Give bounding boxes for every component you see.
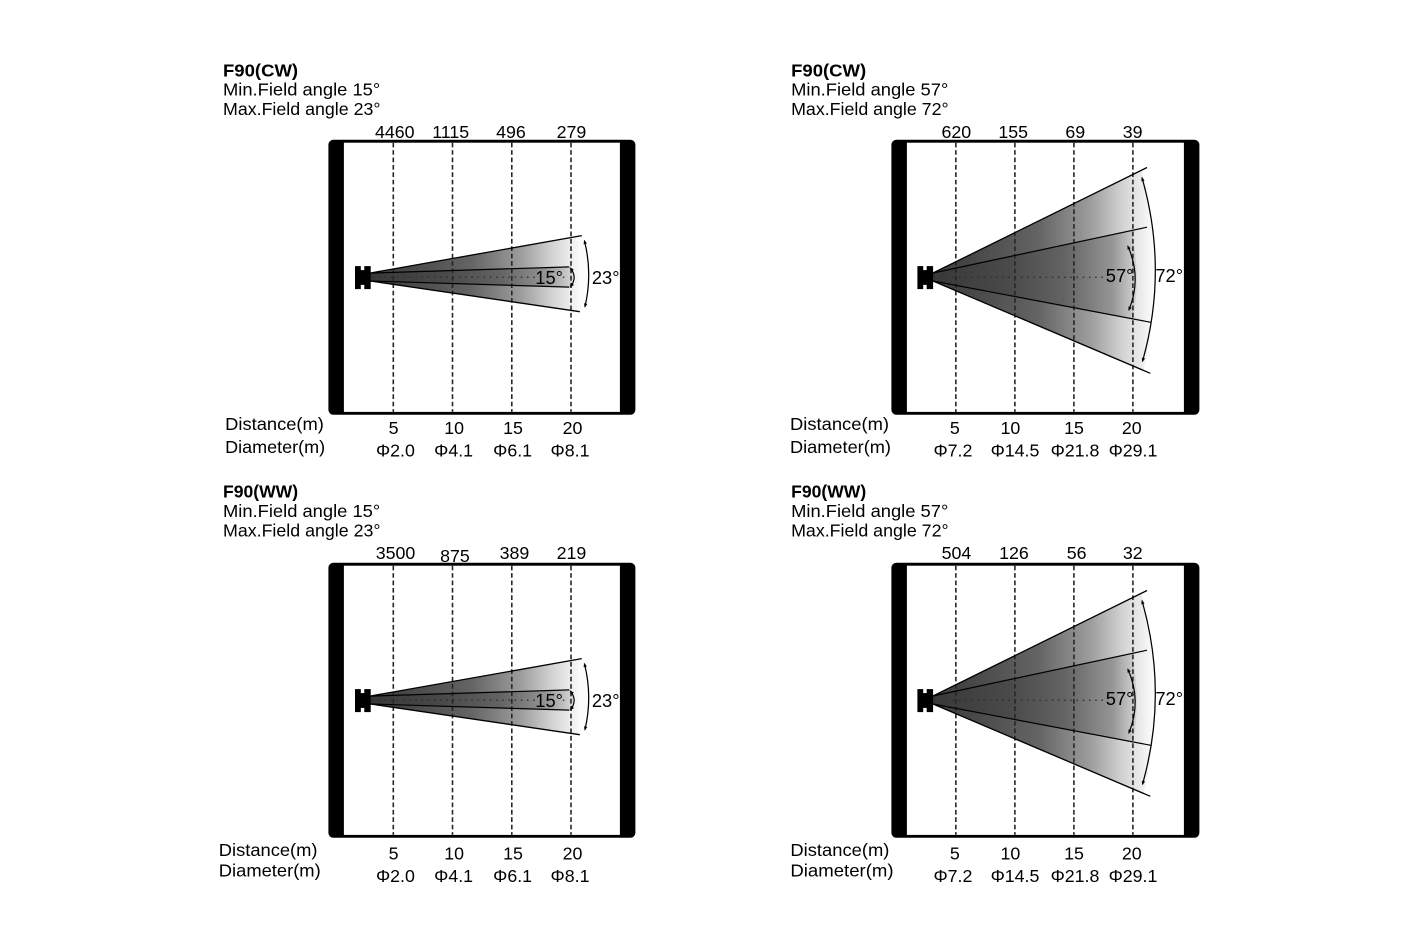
svg-text:F90(WW): F90(WW) <box>223 482 298 502</box>
svg-text:15: 15 <box>1064 418 1084 438</box>
svg-text:504: 504 <box>942 543 972 563</box>
svg-text:5: 5 <box>389 844 399 864</box>
svg-text:875: 875 <box>440 546 470 566</box>
svg-text:23°: 23° <box>592 267 620 288</box>
svg-text:10: 10 <box>444 844 464 864</box>
svg-text:Φ14.5: Φ14.5 <box>991 440 1040 460</box>
svg-text:Min.Field angle 15°: Min.Field angle 15° <box>223 501 380 521</box>
svg-text:10: 10 <box>1001 418 1021 438</box>
svg-text:Distance(m): Distance(m) <box>790 414 889 434</box>
svg-text:Φ4.1: Φ4.1 <box>434 866 473 886</box>
svg-text:219: 219 <box>557 543 587 563</box>
svg-text:20: 20 <box>1122 418 1142 438</box>
svg-text:5: 5 <box>950 418 960 438</box>
svg-text:4460: 4460 <box>375 122 415 142</box>
svg-text:Φ4.1: Φ4.1 <box>434 440 473 460</box>
svg-text:Φ29.1: Φ29.1 <box>1109 440 1158 460</box>
svg-text:20: 20 <box>563 418 583 438</box>
svg-text:Φ21.8: Φ21.8 <box>1051 866 1100 886</box>
svg-text:20: 20 <box>1122 844 1142 864</box>
svg-text:57°: 57° <box>1106 265 1134 286</box>
svg-text:Min.Field angle 57°: Min.Field angle 57° <box>791 80 948 100</box>
svg-text:Distance(m): Distance(m) <box>225 414 324 434</box>
svg-text:F90(CW): F90(CW) <box>791 60 866 80</box>
svg-text:57°: 57° <box>1106 688 1134 709</box>
svg-text:3500: 3500 <box>376 543 416 563</box>
svg-text:1115: 1115 <box>432 122 469 142</box>
svg-text:Min.Field angle 15°: Min.Field angle 15° <box>223 80 380 100</box>
svg-text:Φ7.2: Φ7.2 <box>933 866 972 886</box>
svg-text:496: 496 <box>496 122 526 142</box>
svg-text:39: 39 <box>1123 122 1143 142</box>
svg-text:Distance(m): Distance(m) <box>219 840 318 860</box>
svg-text:Φ8.1: Φ8.1 <box>551 866 590 886</box>
svg-text:15: 15 <box>503 418 523 438</box>
svg-text:72°: 72° <box>1155 688 1183 709</box>
svg-text:126: 126 <box>999 543 1029 563</box>
svg-text:15°: 15° <box>535 690 563 711</box>
svg-text:Φ8.1: Φ8.1 <box>551 440 590 460</box>
svg-text:Max.Field angle 72°: Max.Field angle 72° <box>791 99 949 119</box>
svg-text:F90(CW): F90(CW) <box>223 60 298 80</box>
svg-text:620: 620 <box>941 122 971 142</box>
svg-text:Max.Field angle 23°: Max.Field angle 23° <box>223 520 381 540</box>
svg-text:Diameter(m): Diameter(m) <box>225 437 325 457</box>
svg-text:Φ14.5: Φ14.5 <box>991 866 1040 886</box>
svg-text:Max.Field angle 23°: Max.Field angle 23° <box>223 99 381 119</box>
svg-text:389: 389 <box>500 543 530 563</box>
svg-text:23°: 23° <box>592 690 620 711</box>
svg-text:Φ29.1: Φ29.1 <box>1109 866 1158 886</box>
svg-text:5: 5 <box>950 844 960 864</box>
svg-text:32: 32 <box>1123 543 1143 563</box>
svg-text:Φ6.1: Φ6.1 <box>493 440 532 460</box>
svg-text:56: 56 <box>1067 543 1087 563</box>
svg-text:Max.Field angle 72°: Max.Field angle 72° <box>791 520 949 540</box>
svg-text:F90(WW): F90(WW) <box>791 482 866 502</box>
svg-text:Φ2.0: Φ2.0 <box>376 866 415 886</box>
svg-text:15: 15 <box>1064 844 1084 864</box>
svg-text:15°: 15° <box>535 267 563 288</box>
svg-text:Φ6.1: Φ6.1 <box>493 866 532 886</box>
svg-text:Distance(m): Distance(m) <box>790 840 889 860</box>
svg-text:10: 10 <box>444 418 464 438</box>
svg-text:15: 15 <box>503 844 523 864</box>
svg-text:69: 69 <box>1065 122 1085 142</box>
svg-text:20: 20 <box>563 844 583 864</box>
svg-text:Diameter(m): Diameter(m) <box>790 860 893 880</box>
svg-text:Diameter(m): Diameter(m) <box>790 437 891 457</box>
svg-text:Φ7.2: Φ7.2 <box>933 440 972 460</box>
svg-text:Diameter(m): Diameter(m) <box>219 860 321 880</box>
svg-text:155: 155 <box>998 122 1028 142</box>
svg-text:5: 5 <box>389 418 399 438</box>
svg-text:279: 279 <box>557 122 587 142</box>
svg-text:10: 10 <box>1001 844 1021 864</box>
svg-text:Φ2.0: Φ2.0 <box>376 440 415 460</box>
svg-text:Min.Field angle 57°: Min.Field angle 57° <box>791 501 948 521</box>
svg-text:Φ21.8: Φ21.8 <box>1051 440 1100 460</box>
svg-text:72°: 72° <box>1155 265 1183 286</box>
